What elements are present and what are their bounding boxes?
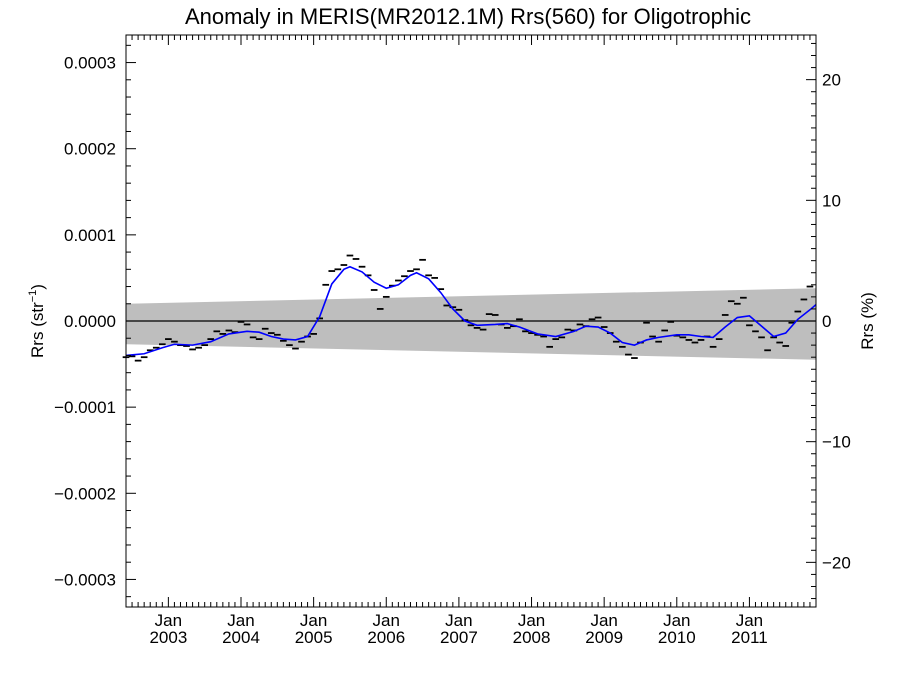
y-axis-left-label-close: ) [28,284,47,290]
y-tick-label: 0.0002 [64,140,116,159]
x-tick-year-label: 2010 [658,628,696,647]
y-axis-right-label: Rrs (%) [858,292,877,350]
x-tick-month-label: Jan [518,611,545,630]
uncertainty-band [126,288,816,360]
x-tick-year-label: 2008 [513,628,551,647]
x-tick-month-label: Jan [663,611,690,630]
x-tick-year-label: 2004 [222,628,260,647]
y-axis-right: 20 10 0 −10 −20 [806,42,851,600]
y-tick-label: −0.0001 [54,398,116,417]
y2-tick-label: −10 [822,433,851,452]
x-tick-year-label: 2006 [367,628,405,647]
x-tick-month-label: Jan [227,611,254,630]
y2-tick-label: −20 [822,553,851,572]
x-tick-year-label: 2011 [731,628,768,647]
chart-title: Anomaly in MERIS(MR2012.1M) Rrs(560) for… [185,4,751,29]
y2-tick-label: 20 [822,71,841,90]
y-axis-left-label-text: Rrs (str [28,302,47,358]
y2-tick-label: 10 [822,191,841,210]
y-axis-left: 0.0003 0.0002 0.0001 0.0000 −0.0001 −0.0002 −0… [54,44,136,598]
y-tick-label: 0.0003 [64,54,116,73]
x-tick-month-label: Jan [373,611,400,630]
x-tick-month-label: Jan [736,611,763,630]
smoothed-anomaly-line [125,265,817,357]
x-tick-month-label: Jan [300,611,327,630]
x-tick-year-label: 2003 [149,628,187,647]
y-axis-left-label: Rrs (str−1) [27,284,47,358]
x-tick-month-label: Jan [155,611,182,630]
y-tick-label: 0.0000 [64,312,116,331]
x-tick-year-label: 2005 [295,628,333,647]
x-tick-month-label: Jan [445,611,472,630]
plot-area [122,34,817,608]
y-axis-left-label-exponent: −1 [27,290,39,303]
x-axis: Jan2003Jan2004Jan2005Jan2006Jan2007Jan20… [125,35,817,647]
monthly-anomaly-series [122,254,814,362]
x-tick-year-label: 2009 [585,628,623,647]
y2-tick-label: 0 [822,312,831,331]
y-tick-label: 0.0001 [64,226,116,245]
x-tick-month-label: Jan [590,611,617,630]
y-tick-label: −0.0002 [54,484,116,503]
x-tick-year-label: 2007 [440,628,478,647]
y-tick-label: −0.0003 [54,570,116,589]
